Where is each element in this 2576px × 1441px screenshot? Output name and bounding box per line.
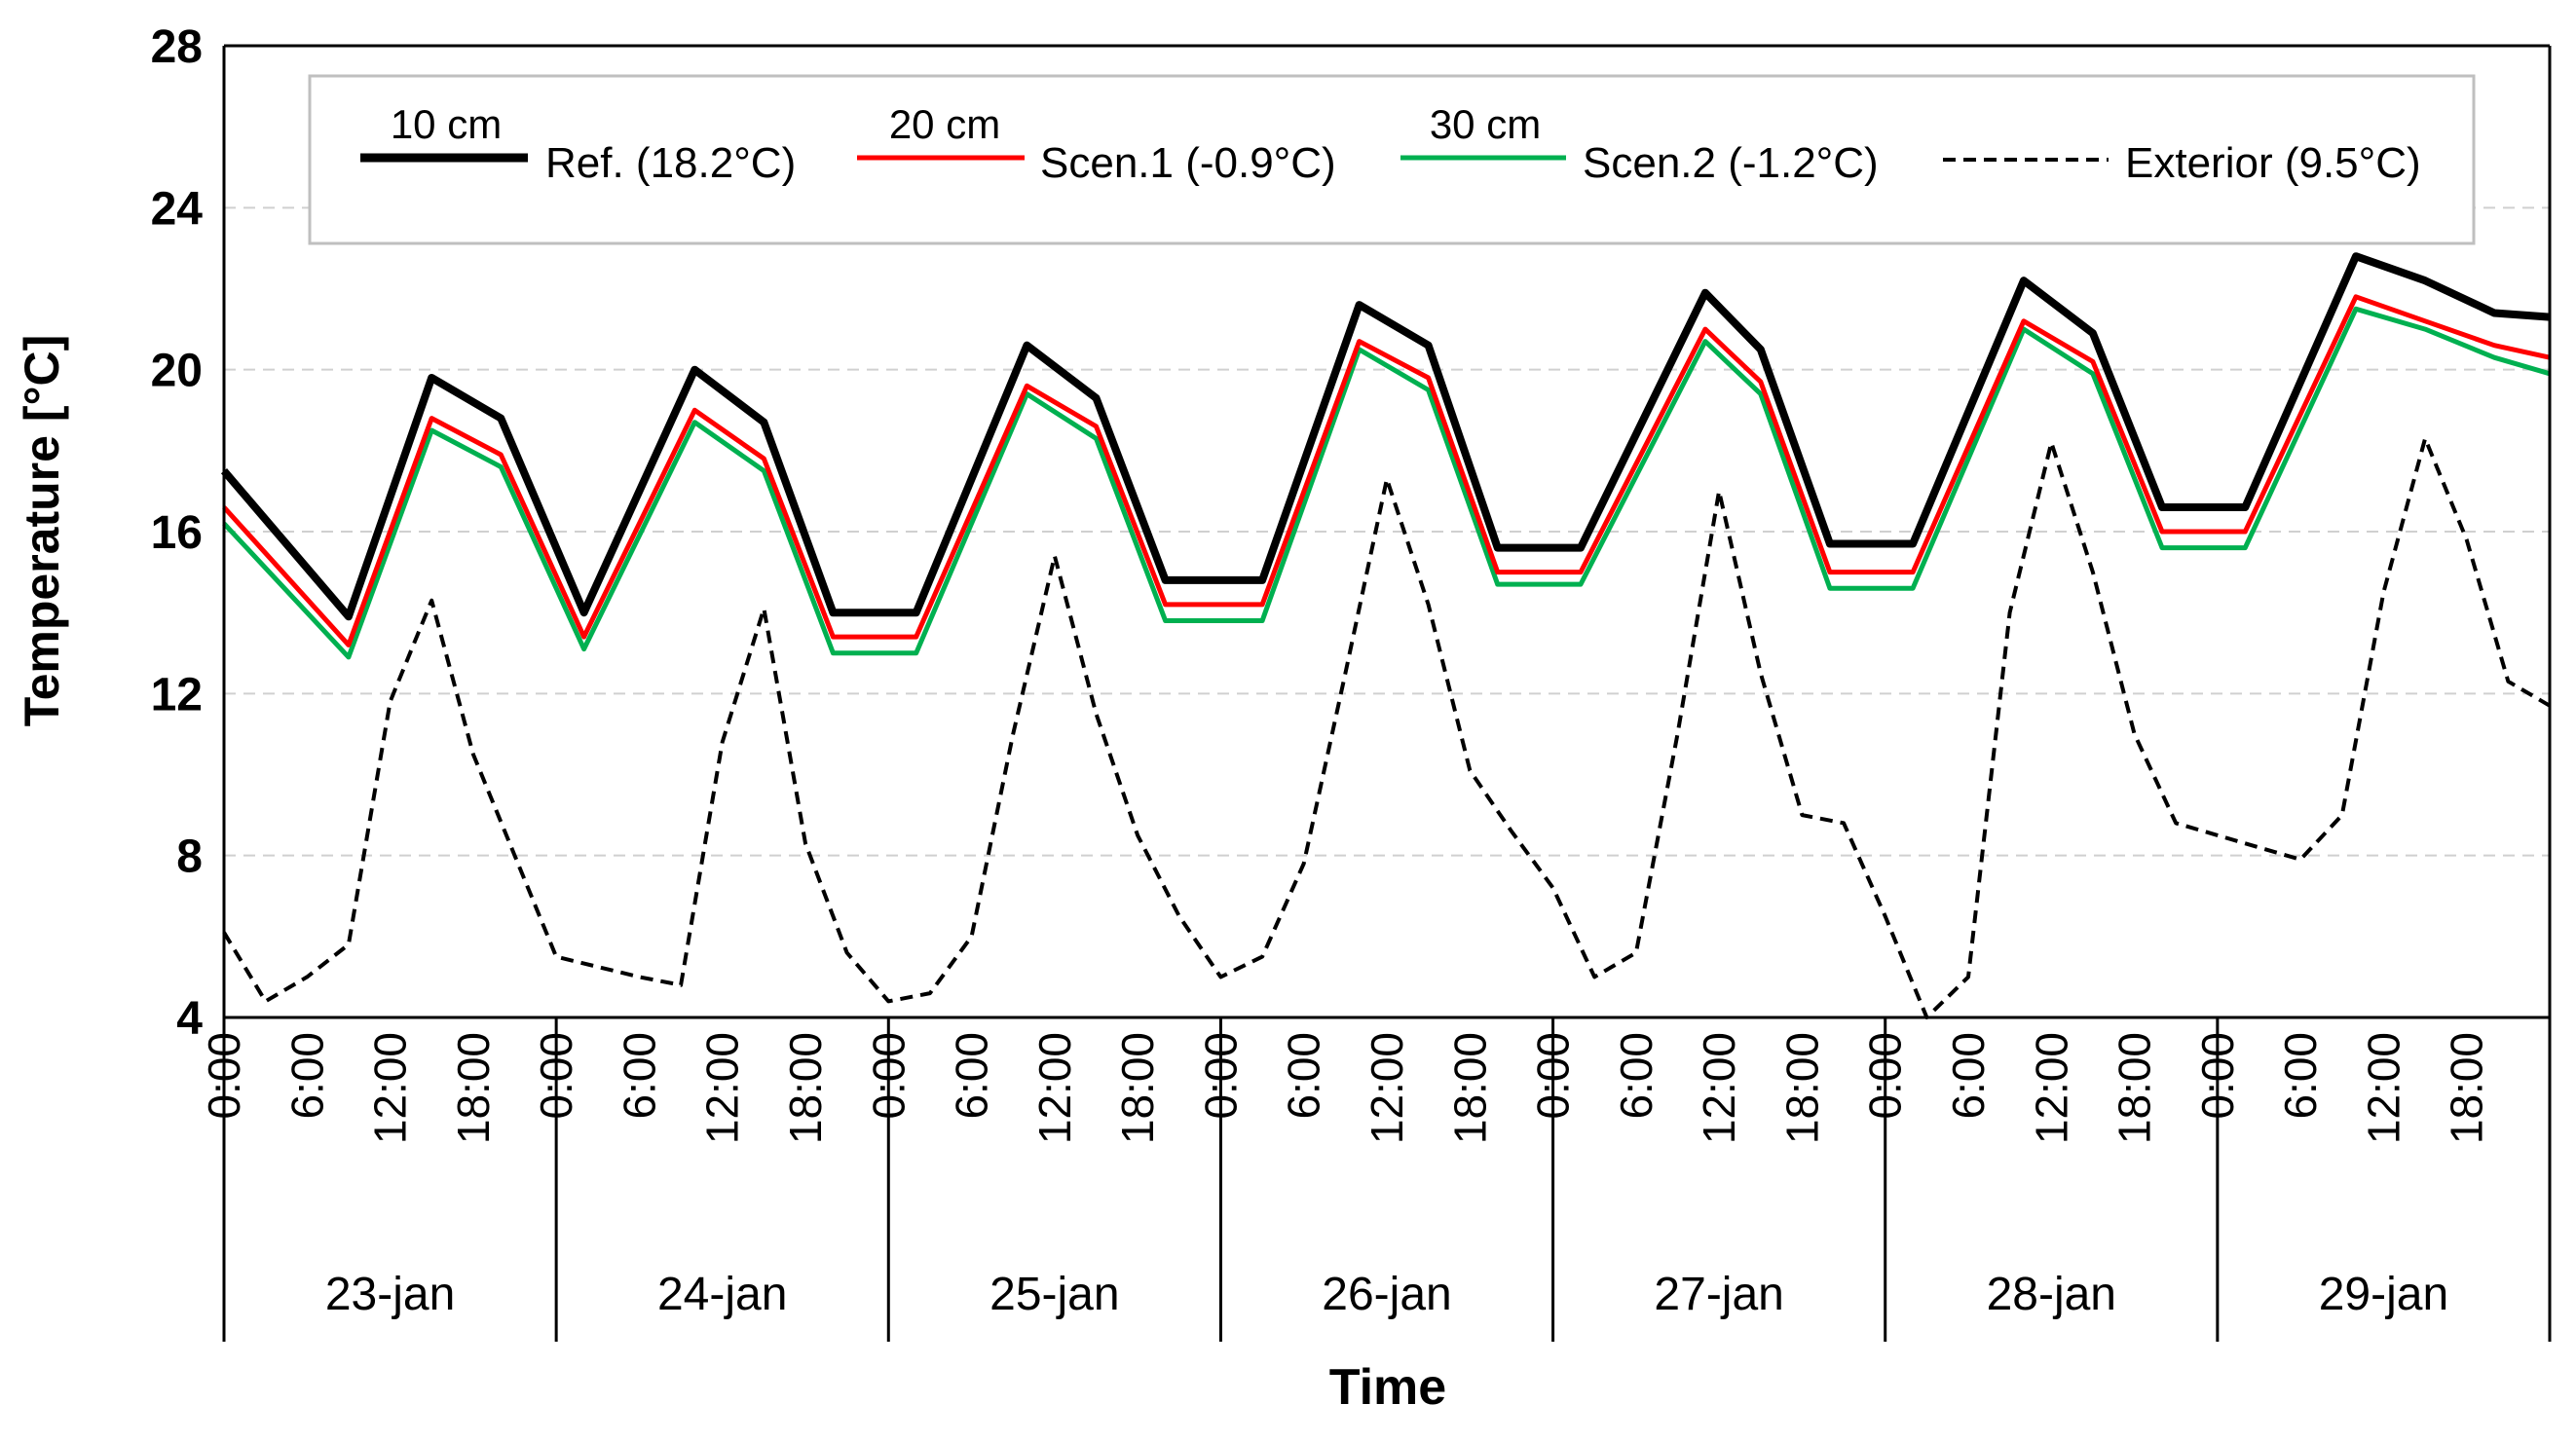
x-hour-tick-label: 18:00 [2109, 1032, 2160, 1144]
series-lines [220, 252, 2552, 1019]
series-line-scen1 [222, 294, 2551, 647]
x-hour-tick-label: 6:00 [1611, 1032, 1661, 1120]
legend-box [308, 74, 2476, 245]
legend-label: Exterior (9.5°C) [2125, 139, 2421, 187]
x-hour-tick-label: 0:00 [1528, 1032, 1579, 1120]
series-line-ref [220, 252, 2551, 621]
x-hour-tick-label: 6:00 [947, 1032, 997, 1120]
x-hour-tick-label: 6:00 [614, 1032, 664, 1120]
y-tick-labels: 4 8 12 16 20 24 28 [151, 21, 204, 1045]
x-hour-tick-label: 12:00 [1694, 1032, 1744, 1144]
x-hour-tick-label: 0:00 [863, 1032, 914, 1120]
y-axis-title: Temperature [°C] [15, 335, 69, 726]
y-tick-label: 24 [151, 183, 204, 235]
x-hour-tick-label: 12:00 [2358, 1032, 2408, 1144]
x-day-label: 29-jan [2319, 1269, 2448, 1320]
legend-entry-exterior: Exterior (9.5°C) [1943, 139, 2421, 187]
x-hour-tick-label: 12:00 [2026, 1032, 2076, 1144]
x-hour-tick-label: 18:00 [1776, 1032, 1827, 1144]
x-tick-labels: 23-jan 24-jan 25-jan 26-jan 27-jan 28-jan 29-j… [199, 1032, 2492, 1320]
x-hour-tick-label: 12:00 [697, 1032, 748, 1144]
x-hour-tick-label: 12:00 [1362, 1032, 1412, 1144]
x-day-label: 25-jan [989, 1269, 1119, 1320]
legend-entry-scen1: 20 cm Scen.1 (-0.9°C) [857, 101, 1336, 187]
x-hour-tick-label: 6:00 [1943, 1032, 1994, 1120]
x-hour-tick-label: 0:00 [1195, 1032, 1246, 1120]
legend-thickness-label: 10 cm [391, 101, 502, 147]
x-hour-tick-label: 18:00 [1444, 1032, 1495, 1144]
x-hour-tick-label: 0:00 [199, 1032, 249, 1120]
y-tick-label: 28 [151, 21, 203, 73]
y-tick-label: 16 [151, 507, 203, 559]
legend-thickness-label: 20 cm [889, 101, 1000, 147]
x-day-label: 28-jan [1987, 1269, 2116, 1320]
x-hour-tick-label: 18:00 [1112, 1032, 1163, 1144]
plot-frame [222, 44, 2552, 1342]
x-day-label: 24-jan [657, 1269, 787, 1320]
y-tick-label: 4 [176, 993, 203, 1045]
series-line-exterior [222, 436, 2552, 1019]
x-day-label: 23-jan [325, 1269, 455, 1320]
legend-entry-ref: 10 cm Ref. (18.2°C) [360, 101, 796, 187]
x-day-label: 26-jan [1322, 1269, 1451, 1320]
x-hour-tick-label: 18:00 [448, 1032, 499, 1144]
legend-thickness-label: 30 cm [1430, 101, 1541, 147]
legend-entry-scen2: 30 cm Scen.2 (-1.2°C) [1400, 101, 1879, 187]
x-hour-tick-label: 12:00 [1029, 1032, 1080, 1144]
x-hour-tick-label: 6:00 [1279, 1032, 1329, 1120]
x-hour-tick-label: 6:00 [281, 1032, 332, 1120]
legend-label: Ref. (18.2°C) [545, 139, 796, 187]
x-hour-tick-label: 0:00 [531, 1032, 581, 1120]
x-hour-tick-label: 12:00 [365, 1032, 416, 1144]
x-hour-tick-label: 6:00 [2275, 1032, 2326, 1120]
legend-label: Scen.1 (-0.9°C) [1040, 139, 1336, 187]
x-axis-title: Time [1329, 1359, 1446, 1416]
legend-label: Scen.2 (-1.2°C) [1583, 139, 1879, 187]
x-hour-tick-label: 18:00 [2442, 1032, 2492, 1144]
x-hour-tick-label: 0:00 [2192, 1032, 2243, 1120]
series-line-scen2 [222, 306, 2551, 660]
x-hour-tick-label: 18:00 [780, 1032, 831, 1144]
x-day-label: 27-jan [1654, 1269, 1783, 1320]
y-tick-label: 20 [151, 346, 203, 397]
x-hour-tick-label: 0:00 [1860, 1032, 1911, 1120]
y-tick-label: 12 [151, 669, 203, 720]
legend: 10 cm Ref. (18.2°C) 20 cm Scen.1 (-0.9°C… [308, 74, 2476, 245]
y-tick-label: 8 [176, 831, 203, 883]
